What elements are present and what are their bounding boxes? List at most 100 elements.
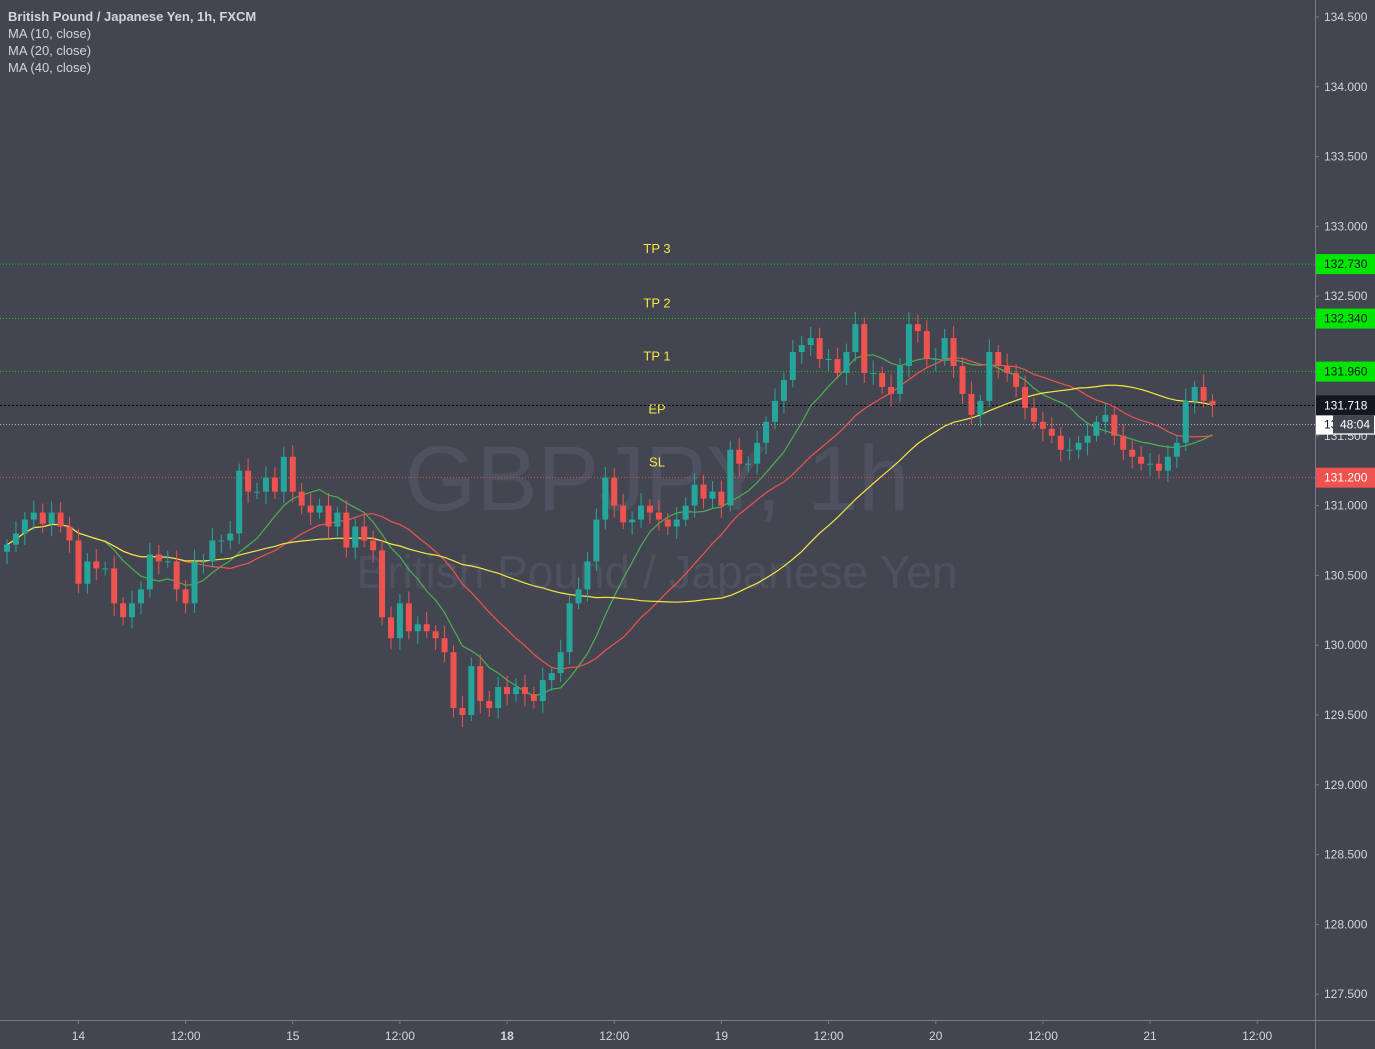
candle-body[interactable]: [120, 603, 127, 618]
candle-body[interactable]: [629, 519, 636, 523]
candle-body[interactable]: [227, 533, 234, 541]
candle-body[interactable]: [1182, 400, 1189, 443]
candle-body[interactable]: [477, 666, 484, 702]
candle-body[interactable]: [423, 624, 430, 632]
candles[interactable]: [4, 311, 1216, 728]
candle-body[interactable]: [941, 338, 948, 360]
candle-body[interactable]: [468, 666, 475, 715]
candle-body[interactable]: [218, 540, 225, 542]
candle-body[interactable]: [164, 561, 171, 563]
candle-body[interactable]: [254, 491, 261, 493]
candle-body[interactable]: [48, 512, 55, 524]
candle-body[interactable]: [39, 512, 46, 524]
candle-body[interactable]: [914, 324, 921, 332]
candle-body[interactable]: [923, 331, 930, 360]
candle-body[interactable]: [1022, 386, 1029, 408]
candle-body[interactable]: [432, 631, 439, 639]
candle-body[interactable]: [1200, 386, 1207, 401]
ma40-legend[interactable]: MA (40, close): [8, 60, 92, 75]
candle-body[interactable]: [414, 624, 421, 632]
candle-body[interactable]: [977, 400, 984, 415]
candle-body[interactable]: [521, 687, 528, 695]
candle-body[interactable]: [843, 352, 850, 373]
candle-body[interactable]: [575, 589, 582, 604]
candle-body[interactable]: [888, 386, 895, 394]
candle-body[interactable]: [691, 484, 698, 506]
candle-body[interactable]: [173, 561, 180, 590]
candle-body[interactable]: [673, 519, 680, 527]
candle-body[interactable]: [209, 540, 216, 562]
candle-body[interactable]: [334, 512, 341, 527]
candle-body[interactable]: [620, 505, 627, 523]
candle-body[interactable]: [1209, 400, 1216, 406]
candle-body[interactable]: [66, 526, 73, 541]
candle-body[interactable]: [93, 561, 100, 569]
candle-body[interactable]: [771, 400, 778, 422]
candle-body[interactable]: [352, 526, 359, 548]
candle-body[interactable]: [513, 687, 520, 695]
candle-body[interactable]: [75, 540, 82, 584]
candle-body[interactable]: [343, 512, 350, 548]
candle-body[interactable]: [495, 687, 502, 709]
candle-body[interactable]: [664, 519, 671, 527]
candle-body[interactable]: [825, 359, 832, 361]
candle-body[interactable]: [396, 603, 403, 639]
candle-body[interactable]: [4, 544, 10, 552]
candle-body[interactable]: [21, 519, 28, 534]
candle-body[interactable]: [959, 366, 966, 394]
candle-body[interactable]: [200, 561, 207, 563]
candle-body[interactable]: [1075, 442, 1082, 450]
candle-body[interactable]: [405, 603, 412, 632]
candle-body[interactable]: [307, 505, 314, 513]
candle-body[interactable]: [530, 694, 537, 702]
candle-body[interactable]: [459, 708, 466, 715]
candle-body[interactable]: [57, 512, 64, 527]
candle-body[interactable]: [191, 561, 198, 604]
candle-body[interactable]: [905, 324, 912, 366]
candle-body[interactable]: [852, 324, 859, 353]
candle-body[interactable]: [504, 687, 511, 695]
candle-body[interactable]: [655, 512, 662, 520]
candle-body[interactable]: [316, 505, 323, 513]
candle-body[interactable]: [1129, 449, 1136, 457]
candle-body[interactable]: [932, 359, 939, 361]
candle-body[interactable]: [700, 484, 707, 499]
candle-body[interactable]: [280, 456, 287, 492]
candle-body[interactable]: [450, 652, 457, 709]
candle-body[interactable]: [834, 359, 841, 373]
candle-body[interactable]: [745, 463, 752, 465]
candle-body[interactable]: [379, 550, 386, 618]
candle-body[interactable]: [129, 603, 136, 618]
candle-body[interactable]: [986, 352, 993, 401]
candle-body[interactable]: [1111, 414, 1118, 436]
candle-body[interactable]: [271, 477, 278, 492]
ma20-line[interactable]: [6, 356, 1213, 670]
candle-body[interactable]: [1048, 428, 1055, 436]
candle-body[interactable]: [84, 561, 91, 584]
candle-body[interactable]: [262, 477, 269, 492]
candle-body[interactable]: [897, 366, 903, 394]
candle-body[interactable]: [325, 505, 332, 527]
candle-body[interactable]: [182, 589, 189, 604]
candle-body[interactable]: [1004, 366, 1011, 373]
candle-body[interactable]: [995, 352, 1002, 366]
candle-body[interactable]: [861, 324, 868, 373]
candle-body[interactable]: [816, 338, 823, 360]
candle-body[interactable]: [593, 519, 600, 562]
candle-body[interactable]: [566, 603, 573, 653]
candle-body[interactable]: [638, 505, 645, 520]
ma20-legend[interactable]: MA (20, close): [8, 43, 92, 58]
candle-body[interactable]: [780, 379, 787, 401]
ma40-line[interactable]: [6, 384, 1213, 603]
candle-body[interactable]: [646, 505, 653, 513]
candle-body[interactable]: [1155, 463, 1162, 471]
candle-body[interactable]: [1013, 372, 1020, 387]
price-axis[interactable]: 134.500134.000133.500133.000132.500132.0…: [1315, 10, 1368, 1001]
candle-body[interactable]: [807, 338, 814, 346]
ma10-line[interactable]: [6, 354, 1213, 697]
candle-body[interactable]: [102, 568, 109, 570]
candle-body[interactable]: [682, 505, 689, 520]
candle-body[interactable]: [1138, 456, 1145, 464]
